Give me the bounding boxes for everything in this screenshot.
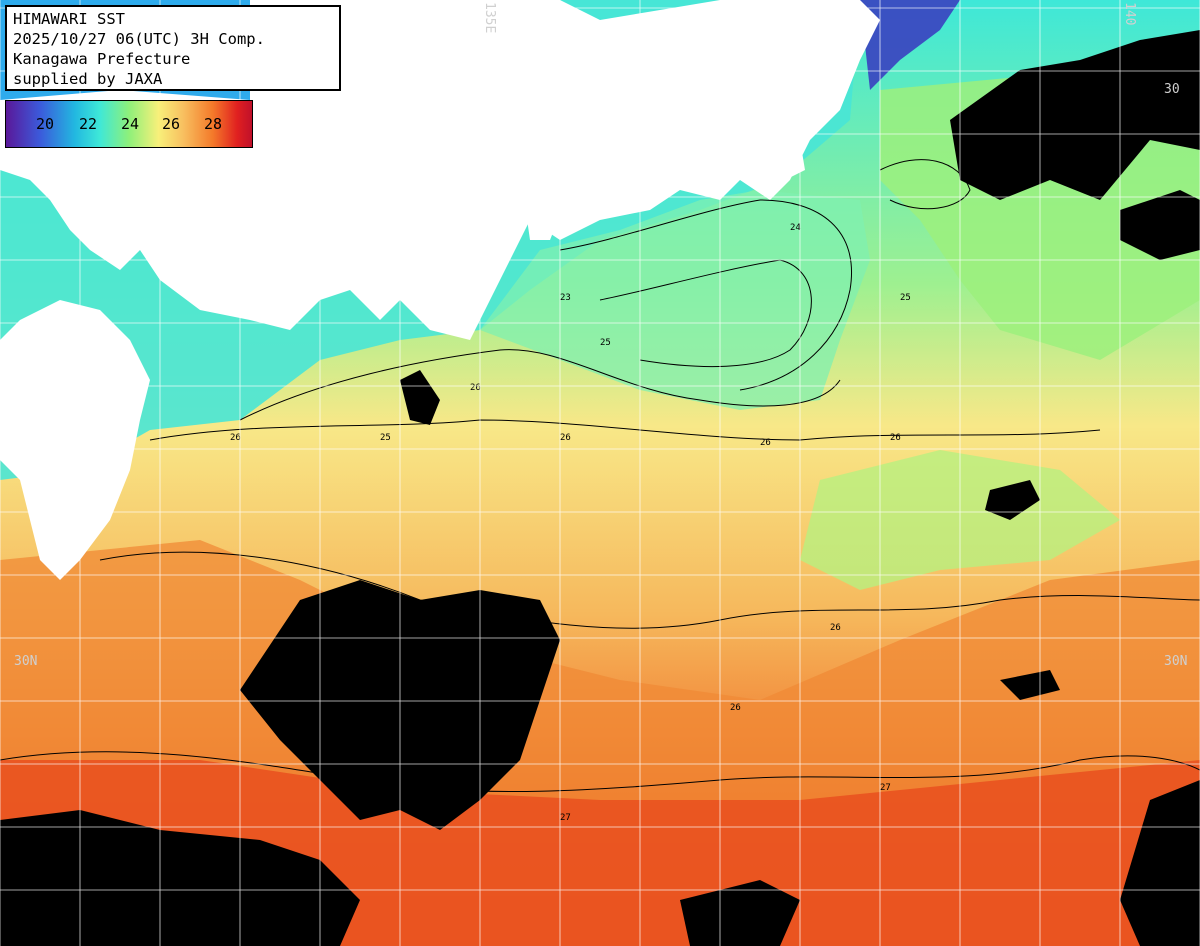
contour-label: 26 [890,433,901,443]
green-band-sagami [480,190,870,410]
contour-24 [559,199,852,391]
land-masses [0,0,880,580]
contour-label: 26 [230,433,241,443]
map-region: Kanagawa Prefecture [13,50,191,68]
land-island [480,150,500,185]
legend-label: 28 [204,115,223,133]
contour-label: 25 [380,433,391,443]
lat-label-top-right: 30 [1164,82,1180,97]
contour-label: 25 [600,338,611,348]
cloud-east-small [1120,190,1200,260]
lat-label-30n-right: 30N [1164,654,1188,669]
contour-25 [239,349,841,421]
sst-contours [0,159,1200,793]
cold-water-ne [860,0,960,90]
cloud-east-patch [1000,670,1060,700]
header-info-box: HIMAWARI SST 2025/10/27 06(UTC) 3H Comp.… [5,5,341,91]
contour-ne [879,159,971,210]
cloud-se-corner [1120,780,1200,946]
contour-labels: 23 24 25 26 26 26 26 25 26 26 27 27 26 2… [230,223,911,823]
legend-label: 24 [121,115,140,133]
contour-label: 26 [830,623,841,633]
contour-26b [99,551,1200,629]
legend-label: 22 [79,115,98,133]
land-honshu [0,0,880,340]
contour-label: 26 [730,703,741,713]
cloud-northeast [950,30,1200,200]
map-datetime: 2025/10/27 06(UTC) 3H Comp. [13,30,265,48]
lat-label-30n-left: 30N [14,654,38,669]
lon-label-135e: 135E [482,2,497,34]
land-izu [525,195,560,240]
contour-label: 26 [760,438,771,448]
cloud-east-mid [985,480,1040,520]
map-credit: supplied by JAXA [13,70,163,88]
map-title: HIMAWARI SST [13,10,125,28]
contour-label: 26 [560,433,571,443]
contour-label: 23 [560,293,571,303]
contour-label: 24 [790,223,801,233]
sst-color-legend: 20 22 24 26 28 [5,100,253,148]
cloud-sagami [400,370,440,425]
contour-label: 27 [880,783,891,793]
legend-label: 20 [36,115,55,133]
lon-label-140: 140 [1122,2,1137,26]
cloud-southwest [0,810,360,946]
contour-label: 25 [900,293,911,303]
contour-23 [599,259,812,368]
contour-label: 26 [470,383,481,393]
land-peninsula-west [0,300,150,580]
cloud-s-mid [680,880,800,946]
legend-label: 26 [162,115,181,133]
contour-label: 27 [560,813,571,823]
land-boso [780,140,805,180]
contour-26 [149,419,1101,441]
contour-27 [0,751,1200,793]
